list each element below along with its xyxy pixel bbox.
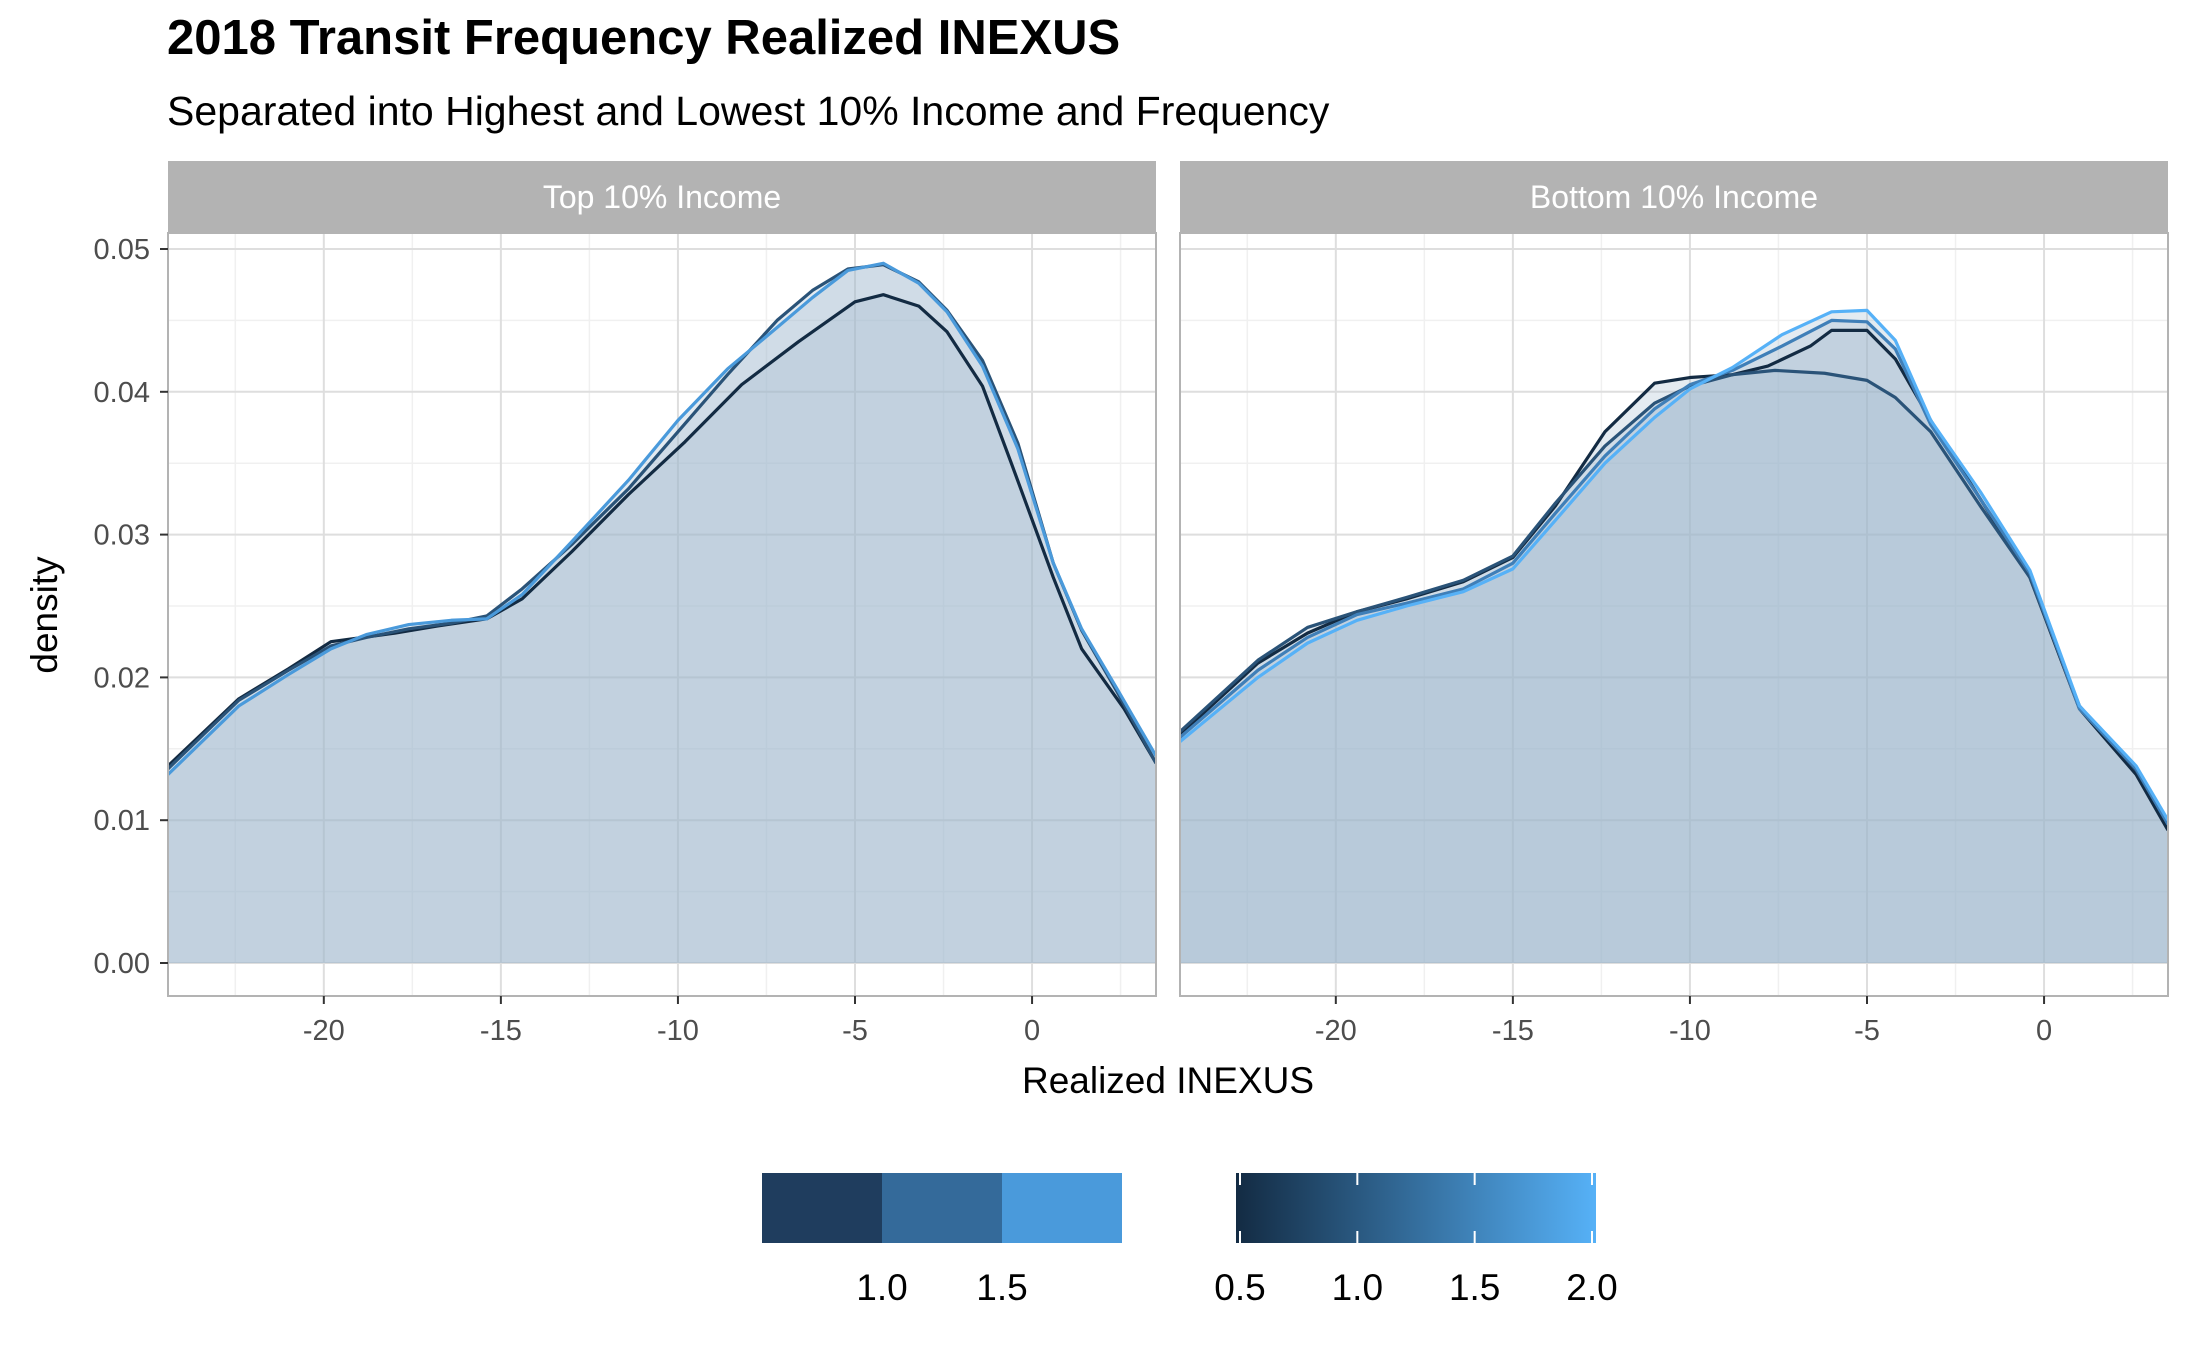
y-tick-label: 0.01 <box>94 805 150 837</box>
x-tick-label: -10 <box>1669 1015 1711 1047</box>
colorbar-break-label: 1.5 <box>1449 1267 1500 1308</box>
x-tick-label: -20 <box>1315 1015 1357 1047</box>
legend-bin-3 <box>1002 1173 1122 1243</box>
gridlines <box>168 233 1156 996</box>
density-area-1 <box>1180 330 2168 963</box>
colorbar-break-label: 1.0 <box>1332 1267 1383 1308</box>
density-area-4 <box>1180 310 2168 963</box>
panel-border <box>1179 232 2169 997</box>
y-tick-label: 0.05 <box>94 234 150 266</box>
y-tick-label: 0.00 <box>94 948 150 980</box>
plot-background <box>168 233 1156 996</box>
chart-title: 2018 Transit Frequency Realized INEXUS <box>167 11 1121 65</box>
x-tick-label: -15 <box>1492 1015 1534 1047</box>
axes-layer: -20 -15 -10 -5 0 -20 -15 -10 -5 0 0.00 0.01 0.02 0.03… <box>24 234 2052 1101</box>
density-line-2 <box>1180 368 2168 824</box>
density-area-3 <box>1180 320 2168 963</box>
legend-bin-break: 1.5 <box>976 1267 1027 1308</box>
facet-strip <box>1180 161 2168 233</box>
y-axis-title: density <box>24 556 65 674</box>
x-tick-label: -5 <box>1854 1015 1880 1047</box>
density-line-4 <box>1180 308 2168 822</box>
density-area-1 <box>168 294 1156 963</box>
facet-panel-1: Top 10% Income <box>167 161 1157 997</box>
facet-strip-label: Top 10% Income <box>543 179 781 215</box>
density-area-2 <box>168 264 1156 963</box>
y-tick-label: 0.03 <box>94 520 150 552</box>
x-tick-label: -20 <box>303 1015 345 1047</box>
density-line-2 <box>168 263 1156 770</box>
legend-bin-2 <box>882 1173 1002 1243</box>
panels-layer: Top 10% Income Bottom 10% Income <box>167 161 2169 997</box>
colorbar <box>1236 1173 1596 1243</box>
series-group <box>1180 308 2168 963</box>
panel-border <box>167 232 1157 997</box>
series-group <box>168 261 1156 963</box>
density-area-3 <box>168 263 1156 963</box>
colorbar-break-label: 2.0 <box>1566 1267 1617 1308</box>
chart-subtitle: Separated into Highest and Lowest 10% In… <box>167 88 1330 134</box>
y-tick-label: 0.02 <box>94 662 150 694</box>
facet-panel-2: Bottom 10% Income <box>1179 161 2169 997</box>
y-tick-label: 0.04 <box>94 377 150 409</box>
x-tick-label: -5 <box>842 1015 868 1047</box>
x-tick-label: -10 <box>657 1015 699 1047</box>
colorbar-break-label: 0.5 <box>1214 1267 1265 1308</box>
density-line-3 <box>168 261 1156 776</box>
x-tick-label: 0 <box>1024 1015 1040 1047</box>
density-area-2 <box>1180 370 2168 963</box>
legend-bin-break: 1.0 <box>856 1267 907 1308</box>
x-tick-label: -15 <box>480 1015 522 1047</box>
x-tick-label: 0 <box>2036 1015 2052 1047</box>
legend-layer: 1.0 1.5 0.5 1.0 1.5 2.0 <box>762 1173 1618 1308</box>
facet-strip-label: Bottom 10% Income <box>1530 179 1818 215</box>
x-axis-title: Realized INEXUS <box>1022 1060 1314 1101</box>
legend-bin-1 <box>762 1173 882 1243</box>
facet-strip <box>168 161 1156 233</box>
